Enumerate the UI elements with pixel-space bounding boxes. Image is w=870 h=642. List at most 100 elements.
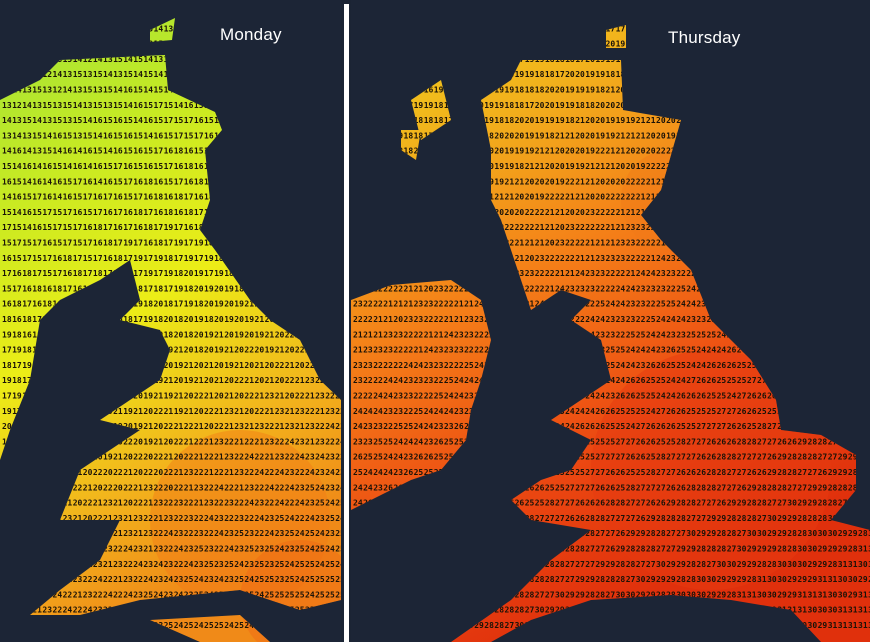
temperature-digit: 22 (393, 284, 403, 293)
temperature-digit: 17 (123, 254, 133, 263)
temperature-digit: 24 (295, 575, 305, 584)
temperature-digit: 23 (255, 422, 265, 431)
temperature-digit: 19 (535, 131, 545, 140)
temperature-digit: 17 (174, 223, 184, 232)
temperature-digit: 29 (848, 529, 858, 538)
temperature-digit: 28 (818, 437, 828, 446)
temperature-digit: 26 (676, 407, 686, 416)
temperature-digit: 21 (133, 529, 143, 538)
temperature-digit: 15 (143, 147, 153, 156)
temperature-digit: 25 (717, 376, 727, 385)
temperature-digit: 17 (164, 116, 174, 125)
temperature-digit: 29 (787, 514, 797, 523)
temperature-digit: 15 (164, 131, 174, 140)
temperature-digit: 24 (383, 392, 393, 401)
temperature-digit: 21 (184, 483, 194, 492)
temperature-digit: 30 (696, 575, 706, 584)
temperature-digit: 17 (103, 223, 113, 232)
temperature-digit: 31 (797, 606, 807, 615)
temperature-digit: 20 (565, 147, 575, 156)
temperature-digit: 22 (474, 346, 484, 355)
temperature-digit: 16 (22, 162, 32, 171)
temperature-digit: 23 (265, 392, 275, 401)
temperature-digit: 19 (555, 101, 565, 110)
temperature-digit: 22 (174, 560, 184, 569)
temperature-digit: 19 (133, 300, 143, 309)
temperature-digit: 15 (32, 254, 42, 263)
temperature-digit: 25 (255, 560, 265, 569)
temperature-digit: 21 (265, 376, 275, 385)
temperature-digit: 31 (848, 621, 858, 630)
temperature-digit: 24 (214, 529, 224, 538)
temperature-digit: 21 (214, 330, 224, 339)
temperature-digit: 22 (535, 208, 545, 217)
temperature-digit: 28 (525, 590, 535, 599)
temperature-digit: 20 (494, 208, 504, 217)
temperature-digit: 21 (224, 346, 234, 355)
temperature-digit: 24 (656, 392, 666, 401)
temperature-digit: 21 (515, 254, 525, 263)
temperature-digit: 28 (676, 575, 686, 584)
temperature-digit: 25 (325, 575, 335, 584)
temperature-digit: 22 (174, 483, 184, 492)
temperature-digit: 29 (696, 529, 706, 538)
temperature-digit: 23 (434, 422, 444, 431)
temperature-digit: 22 (585, 300, 595, 309)
temperature-digit: 22 (616, 269, 626, 278)
temperature-digit: 23 (606, 392, 616, 401)
temperature-digit: 27 (737, 468, 747, 477)
temperature-digit: 28 (777, 483, 787, 492)
temperature-digit: 19 (484, 101, 494, 110)
temperature-digit: 28 (787, 545, 797, 554)
temperature-digit: 14 (2, 193, 12, 202)
temperature-digit: 15 (2, 239, 12, 248)
temperature-digit: 30 (636, 575, 646, 584)
temperature-digit: 20 (595, 193, 605, 202)
temperature-digit: 27 (686, 437, 696, 446)
temperature-digit: 23 (285, 545, 295, 554)
temperature-digit: 29 (585, 575, 595, 584)
temperature-digit: 23 (373, 422, 383, 431)
temperature-digit: 22 (363, 392, 373, 401)
temperature-digit: 23 (575, 284, 585, 293)
temperature-digit: 26 (717, 499, 727, 508)
temperature-digit: 21 (255, 437, 265, 446)
temperature-digit: 21 (194, 453, 204, 462)
temperature-digit: 26 (454, 422, 464, 431)
temperature-digit: 21 (595, 239, 605, 248)
temperature-digit: 20 (224, 300, 234, 309)
temperature-digit: 25 (305, 529, 315, 538)
temperature-digit: 21 (606, 162, 616, 171)
temperature-digit: 30 (676, 590, 686, 599)
temperature-digit: 22 (164, 545, 174, 554)
temperature-digit: 25 (315, 499, 325, 508)
temperature-digit: 24 (717, 330, 727, 339)
temperature-digit: 24 (285, 483, 295, 492)
temperature-digit: 17 (113, 162, 123, 171)
temperature-digit: 21 (143, 422, 153, 431)
temperature-digit: 23 (275, 575, 285, 584)
temperature-digit: 13 (22, 86, 32, 95)
temperature-digit: 24 (255, 514, 265, 523)
temperature-digit: 20 (275, 376, 285, 385)
temperature-digit: 22 (535, 269, 545, 278)
temperature-digit: 19 (525, 131, 535, 140)
temperature-digit: 24 (305, 514, 315, 523)
temperature-digit: 22 (595, 284, 605, 293)
temperature-digit: 25 (305, 575, 315, 584)
temperature-digit: 20 (214, 392, 224, 401)
temperature-digit: 23 (265, 437, 275, 446)
temperature-digit: 25 (626, 330, 636, 339)
temperature-digit: 25 (164, 621, 174, 630)
temperature-digit: 25 (666, 361, 676, 370)
temperature-digit: 28 (595, 590, 605, 599)
temperature-digit: 23 (444, 422, 454, 431)
temperature-digit: 29 (808, 560, 818, 569)
temperature-digit: 26 (707, 453, 717, 462)
temperature-digit: 19 (133, 422, 143, 431)
temperature-digit: 27 (585, 560, 595, 569)
temperature-digit: 27 (616, 514, 626, 523)
temperature-digit: 27 (747, 453, 757, 462)
temperature-digit: 30 (707, 575, 717, 584)
temperature-digit: 25 (535, 499, 545, 508)
